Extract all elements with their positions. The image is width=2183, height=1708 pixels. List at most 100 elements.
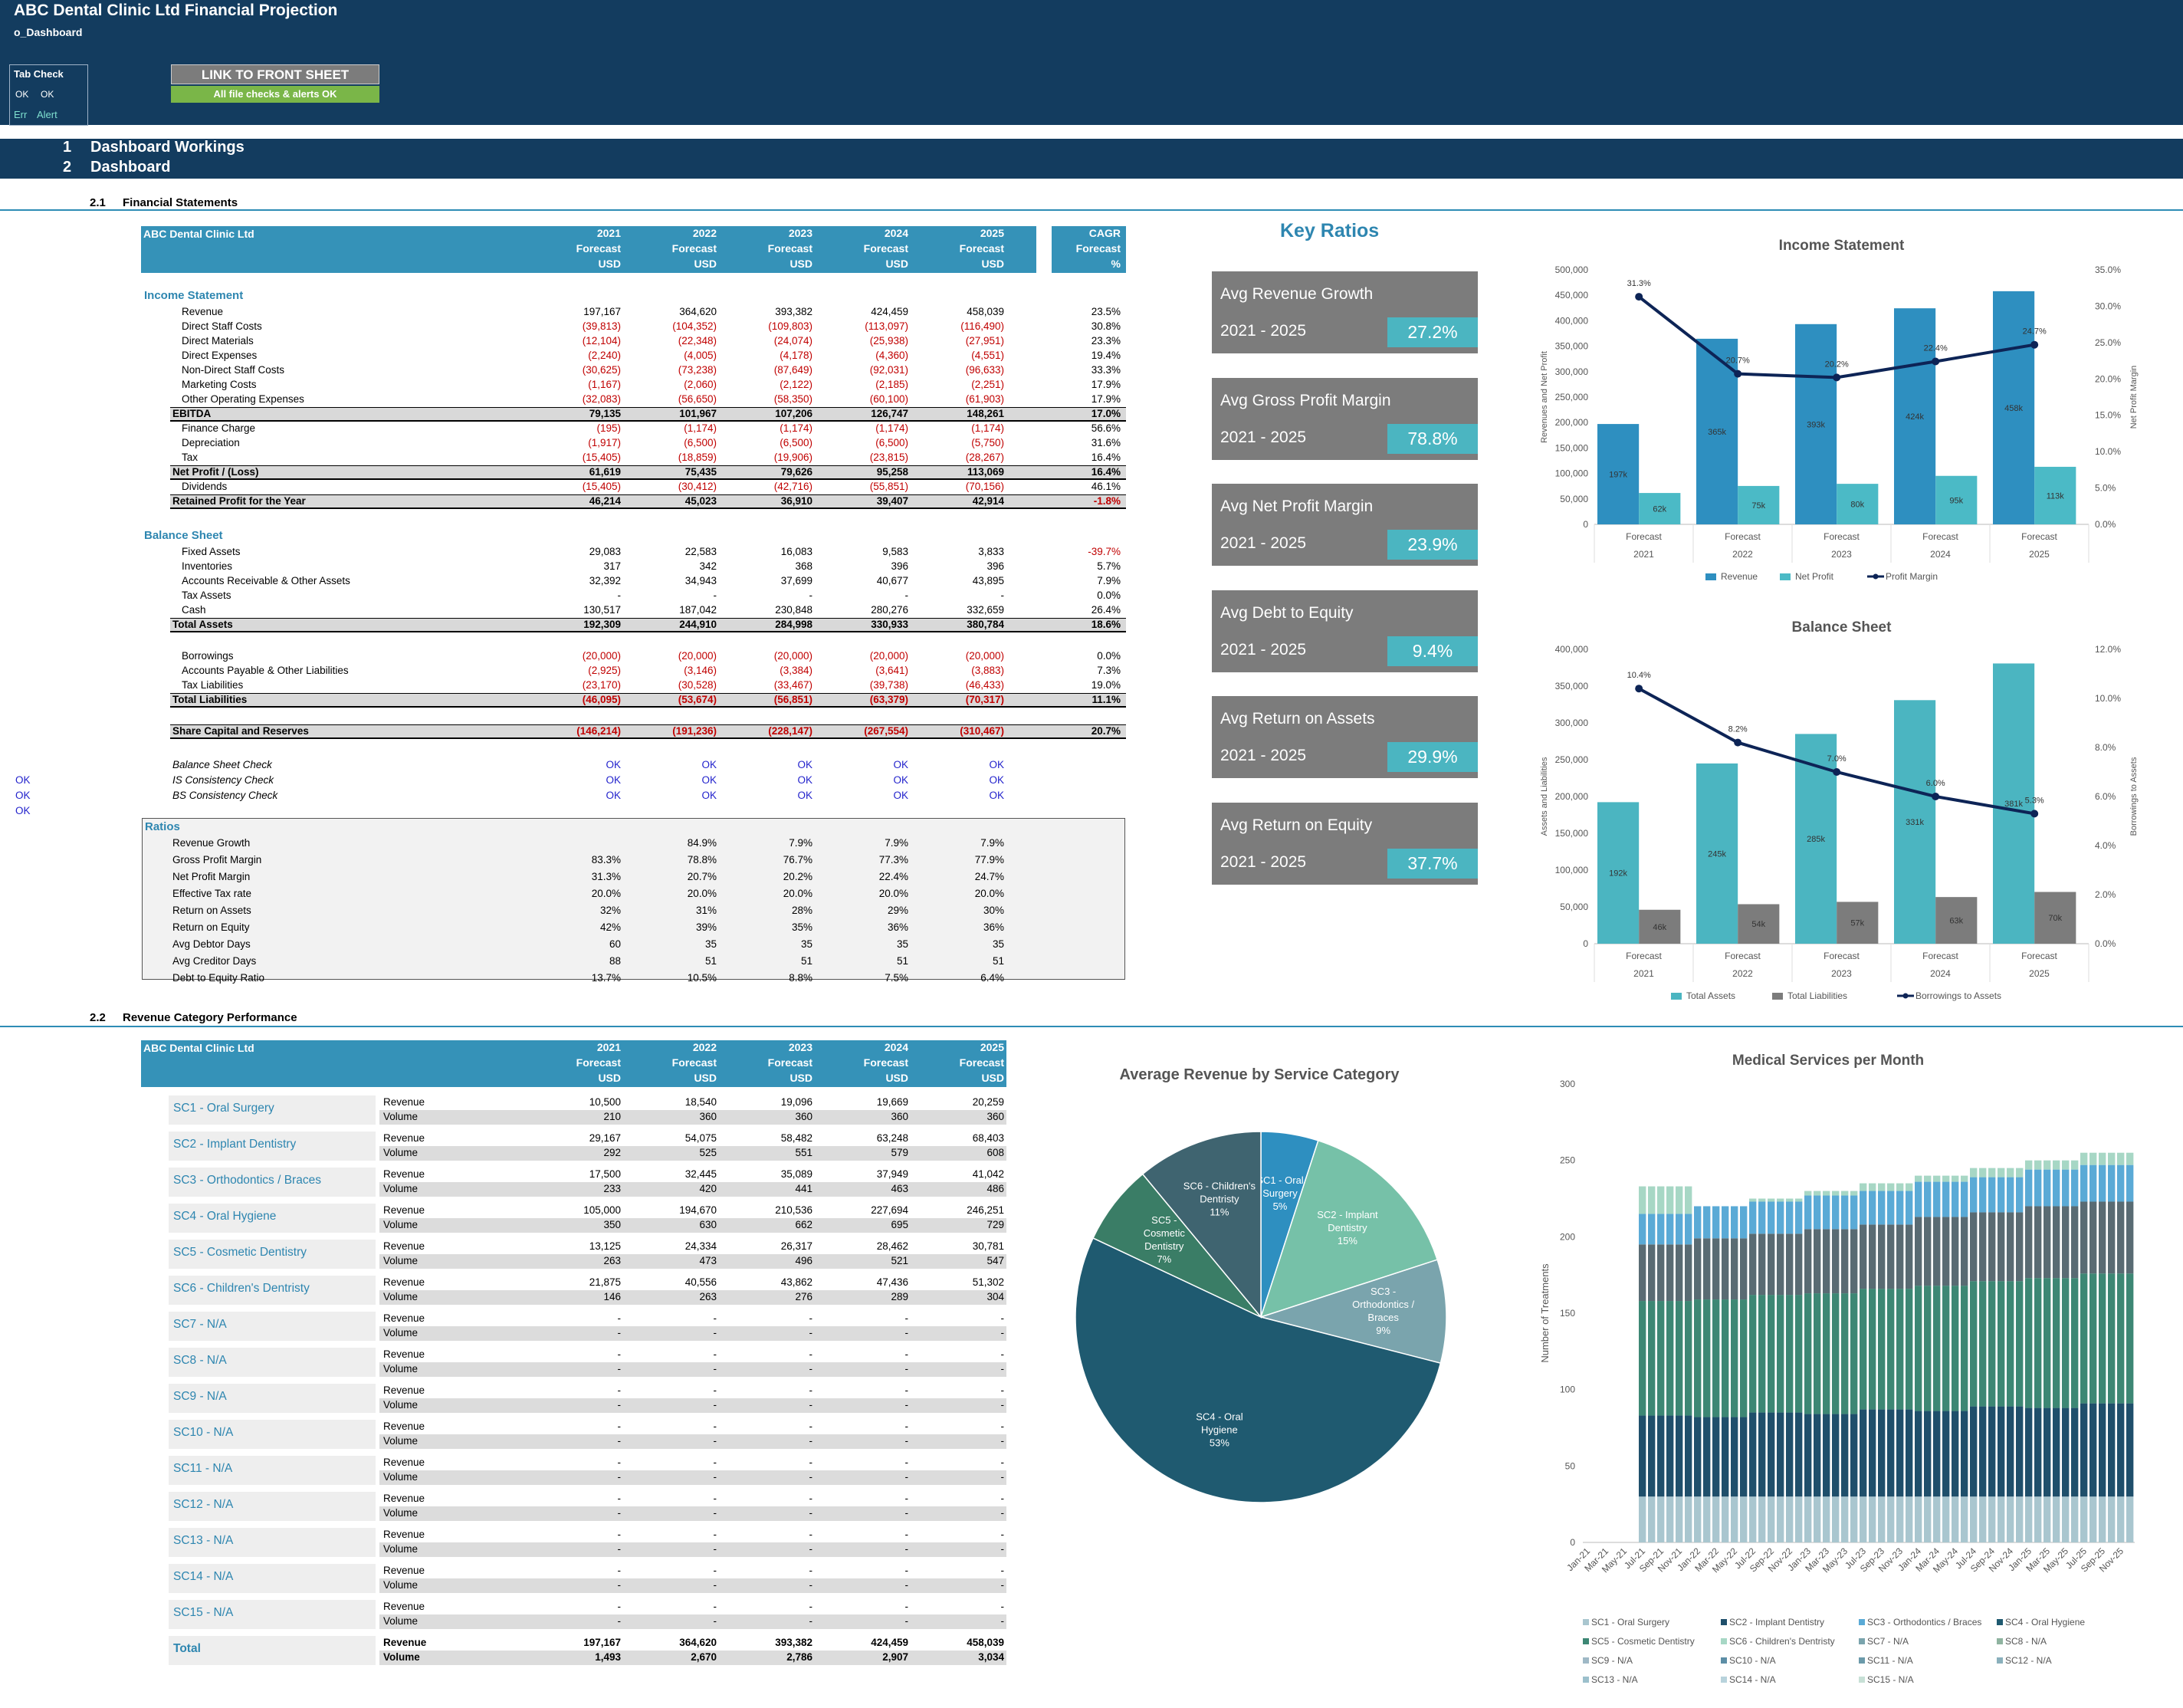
row-value: 280,276: [871, 604, 908, 616]
category-name[interactable]: SC9 - N/A: [173, 1390, 227, 1403]
category-name[interactable]: SC3 - Orthodontics / Braces: [173, 1174, 321, 1187]
stacked-bar-segment: [1786, 1496, 1794, 1542]
kpi-card[interactable]: Avg Return on Assets 2021 - 2025 29.9%: [1212, 696, 1478, 778]
kpi-card[interactable]: Avg Net Profit Margin 2021 - 2025 23.9%: [1212, 484, 1478, 566]
category-name[interactable]: SC14 - N/A: [173, 1570, 234, 1583]
category-name[interactable]: SC2 - Implant Dentistry: [173, 1138, 297, 1151]
category-name[interactable]: SC10 - N/A: [173, 1426, 234, 1439]
volume-value: -: [617, 1363, 622, 1375]
x-tick-label: 2024: [1930, 549, 1951, 560]
bar-total-liabilities: [2034, 892, 2076, 944]
revenue-value: 13,125: [589, 1240, 621, 1252]
y2-tick-label: 20.0%: [2095, 373, 2121, 384]
volume-label: Volume: [383, 1435, 419, 1447]
line-data-label: 5.3%: [2025, 796, 2044, 805]
row-label: Tax Assets: [182, 590, 231, 601]
legend-label: SC11 - N/A: [1867, 1655, 1913, 1666]
category-name-bg: [169, 1348, 376, 1377]
legend-swatch: [1859, 1638, 1865, 1644]
kpi-card[interactable]: Avg Debt to Equity 2021 - 2025 9.4%: [1212, 590, 1478, 672]
row-value: (25,938): [869, 335, 908, 347]
row-value: 29,083: [589, 546, 621, 557]
stacked-bar-segment: [2126, 1164, 2134, 1202]
total-row-bg: [170, 693, 1126, 708]
row-value: (46,095): [582, 694, 621, 705]
ratios-box: [142, 818, 1125, 980]
category-name[interactable]: SC8 - N/A: [173, 1354, 227, 1367]
volume-value: 662: [795, 1219, 812, 1230]
legend-swatch: [1671, 993, 1682, 1000]
row-value: (42,716): [773, 481, 812, 492]
category-name[interactable]: SC1 - Oral Surgery: [173, 1102, 274, 1115]
kpi-name: Avg Gross Profit Margin: [1220, 391, 1391, 409]
category-name[interactable]: SC4 - Oral Hygiene: [173, 1210, 277, 1223]
revenue-value: 19,669: [876, 1096, 908, 1108]
stacked-bar-segment: [2034, 1206, 2042, 1279]
pie-label: SC3 -: [1371, 1286, 1396, 1297]
link-to-front-sheet-button[interactable]: LINK TO FRONT SHEET: [171, 64, 379, 84]
category-name[interactable]: SC6 - Children's Dentristy: [173, 1282, 310, 1295]
stacked-bar-segment: [1676, 1496, 1683, 1542]
stacked-bar-segment: [2099, 1496, 2106, 1542]
kpi-card[interactable]: Avg Revenue Growth 2021 - 2025 27.2%: [1212, 271, 1478, 353]
stacked-bar-segment: [2080, 1164, 2088, 1202]
ratio-value: 60: [609, 938, 621, 950]
stacked-bar-segment: [1657, 1415, 1665, 1497]
category-name[interactable]: SC11 - N/A: [173, 1462, 233, 1475]
volume-label: Volume: [383, 1219, 419, 1230]
ratio-value: 20.0%: [974, 888, 1004, 899]
category-name-bg: [169, 1528, 376, 1557]
category-name[interactable]: SC7 - N/A: [173, 1318, 227, 1331]
section-dashboard[interactable]: Dashboard: [90, 159, 171, 176]
volume-value: -: [713, 1615, 717, 1627]
row-value: 3,833: [978, 546, 1004, 557]
category-name[interactable]: SC15 - N/A: [173, 1606, 234, 1619]
line-point: [2030, 340, 2039, 349]
volume-value: -: [1000, 1615, 1005, 1627]
stacked-bar-segment: [1666, 1244, 1674, 1302]
category-name[interactable]: Total: [173, 1642, 201, 1655]
ratio-value: 51: [896, 955, 908, 967]
y-tick-label: 400,000: [1555, 315, 1589, 326]
category-name-bg: [169, 1168, 376, 1197]
stacked-bar-segment: [2080, 1152, 2088, 1165]
stacked-bar-segment: [2071, 1278, 2079, 1408]
stacked-bar-segment: [2099, 1273, 2106, 1404]
stacked-bar-segment: [1823, 1293, 1830, 1414]
volume-value: -: [1000, 1471, 1005, 1483]
stacked-bar-segment: [1998, 1406, 2005, 1497]
stacked-bar-segment: [1887, 1191, 1895, 1225]
kpi-card[interactable]: Avg Gross Profit Margin 2021 - 2025 78.8%: [1212, 377, 1478, 460]
row-value: (4,360): [875, 350, 908, 361]
kpi-value: 78.8%: [1387, 423, 1478, 454]
row-cagr: 16.4%: [1091, 452, 1121, 463]
stacked-bar-segment: [1648, 1244, 1656, 1302]
category-name[interactable]: SC12 - N/A: [173, 1498, 234, 1511]
legend-swatch: [1859, 1619, 1865, 1625]
stacked-bar-segment: [1731, 1496, 1738, 1542]
stacked-bar-segment: [1869, 1409, 1876, 1497]
category-name[interactable]: SC13 - N/A: [173, 1534, 234, 1547]
revenue-value: -: [809, 1421, 813, 1432]
row-cagr: 18.6%: [1091, 619, 1121, 630]
volume-value: -: [617, 1615, 622, 1627]
stacked-bar-segment: [2034, 1160, 2042, 1170]
y-tick-label: 300,000: [1555, 718, 1589, 728]
row-value: (191,236): [672, 725, 717, 737]
stacked-bar-segment: [1841, 1496, 1849, 1542]
section-dashboard-workings[interactable]: Dashboard Workings: [90, 139, 245, 156]
stacked-bar-segment: [2080, 1273, 2088, 1404]
ratio-value: 20.7%: [687, 871, 717, 882]
stacked-bar-segment: [1676, 1244, 1683, 1302]
service-category-pie-chart: Average Revenue by Service Category SC1 -…: [1075, 1066, 1447, 1503]
y2-tick-label: 5.0%: [2095, 483, 2116, 494]
stacked-bar-segment: [1979, 1406, 1987, 1497]
stacked-bar-segment: [1896, 1191, 1904, 1225]
category-name[interactable]: SC5 - Cosmetic Dentistry: [173, 1246, 307, 1259]
row-value: -: [713, 590, 717, 601]
row-value: 244,910: [679, 619, 717, 630]
row-label: Direct Expenses: [182, 350, 258, 361]
section-number: 1: [63, 139, 72, 156]
kpi-card[interactable]: Avg Return on Equity 2021 - 2025 37.7%: [1212, 802, 1478, 885]
stacked-bar-segment: [1906, 1289, 1913, 1410]
